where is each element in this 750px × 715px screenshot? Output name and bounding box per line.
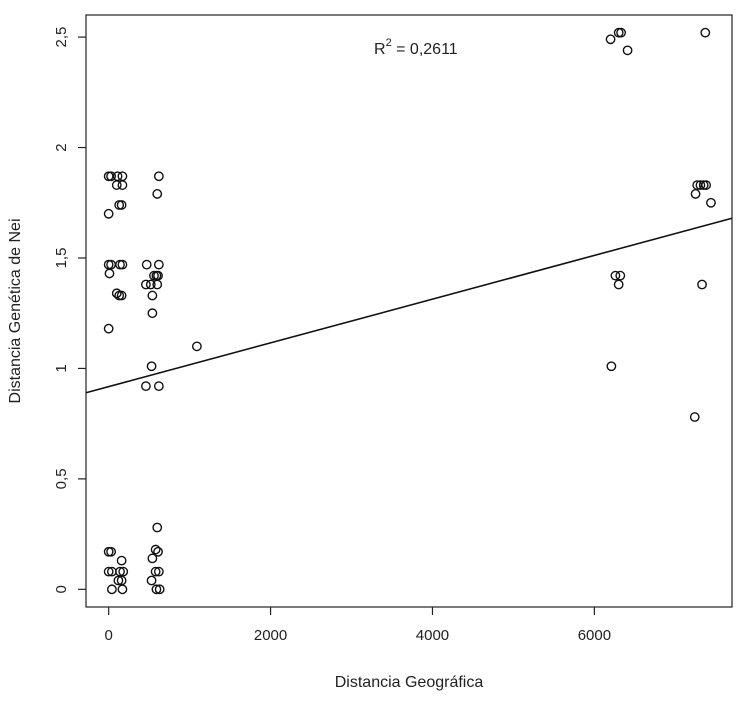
y-tick-label: 2 [53, 143, 70, 151]
data-point [145, 279, 156, 290]
x-tick-label: 6000 [578, 627, 611, 644]
data-point [103, 208, 114, 219]
x-tick-label: 4000 [416, 627, 449, 644]
r-squared-annotation: R2 = 0,2611 [374, 37, 458, 58]
data-point [150, 566, 161, 577]
data-point [605, 34, 616, 45]
data-point [153, 171, 164, 182]
data-point [147, 290, 158, 301]
data-point [111, 288, 122, 299]
data-point [697, 279, 707, 290]
y-tick-label: 2,5 [53, 27, 70, 48]
y-tick-label: 0,5 [53, 468, 70, 489]
data-point [150, 544, 161, 555]
data-point [103, 323, 114, 334]
data-point [141, 279, 151, 290]
data-point [606, 361, 617, 372]
data-point [701, 180, 711, 190]
data-point [116, 200, 127, 210]
y-axis-title: Distancia Genética de Nei [7, 219, 24, 404]
y-tick-label: 1 [53, 364, 70, 372]
plot-frame [85, 14, 733, 608]
data-point [107, 584, 117, 595]
data-point [115, 566, 125, 577]
data-point [141, 381, 151, 392]
data-point [106, 546, 116, 557]
data-points [103, 27, 716, 595]
trendline [85, 217, 733, 394]
data-point [106, 171, 116, 182]
data-point [117, 259, 128, 270]
data-point [152, 522, 163, 533]
data-point [153, 381, 164, 392]
data-point [622, 45, 633, 56]
data-point [116, 290, 127, 301]
x-tick-label: 2000 [254, 627, 287, 644]
data-point [152, 189, 163, 199]
x-axis: 0 2000 4000 6000 [104, 607, 611, 644]
x-tick-label: 0 [104, 627, 112, 644]
data-point [152, 279, 163, 290]
data-point [616, 27, 626, 38]
data-point [192, 341, 202, 352]
data-point [111, 180, 122, 190]
y-axis: 0 0,5 1 1,5 2 2,5 [53, 27, 86, 594]
data-point [118, 566, 129, 577]
data-point [117, 584, 128, 595]
data-point [690, 189, 701, 199]
data-point [146, 361, 157, 372]
data-point [695, 180, 706, 190]
data-point [615, 270, 626, 281]
data-point [706, 197, 716, 208]
data-point [153, 259, 164, 270]
y-tick-label: 0 [53, 585, 70, 593]
data-point [700, 27, 711, 38]
data-point [151, 584, 162, 595]
data-point [113, 575, 124, 586]
data-point [147, 553, 158, 564]
data-point [147, 308, 158, 319]
data-point [610, 270, 621, 281]
data-point [689, 412, 700, 422]
x-axis-title: Distancia Geográfica [335, 674, 484, 691]
data-point [613, 279, 624, 290]
data-point [153, 566, 164, 577]
data-point [146, 575, 157, 586]
data-point [104, 268, 115, 279]
data-point [141, 259, 152, 270]
y-tick-label: 1,5 [53, 248, 70, 269]
data-point [154, 584, 165, 595]
data-point [116, 555, 127, 566]
data-point [117, 180, 128, 190]
data-point [153, 546, 163, 557]
data-point [103, 566, 114, 577]
